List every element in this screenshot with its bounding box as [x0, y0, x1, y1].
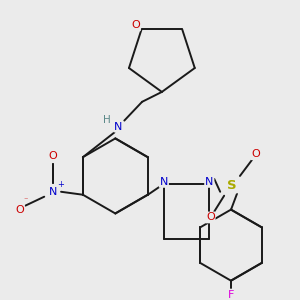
Text: F: F [228, 290, 234, 300]
Text: S: S [227, 179, 237, 192]
Text: O: O [49, 151, 58, 161]
Text: O: O [206, 212, 215, 223]
Text: N: N [160, 177, 168, 187]
Text: N: N [49, 187, 57, 197]
Text: O: O [251, 149, 260, 159]
Text: N: N [114, 122, 123, 131]
Text: N: N [205, 177, 214, 187]
Text: O: O [131, 20, 140, 30]
Text: H: H [103, 115, 110, 124]
Text: ⁻: ⁻ [23, 195, 28, 204]
Text: O: O [15, 205, 24, 214]
Text: +: + [58, 180, 64, 189]
